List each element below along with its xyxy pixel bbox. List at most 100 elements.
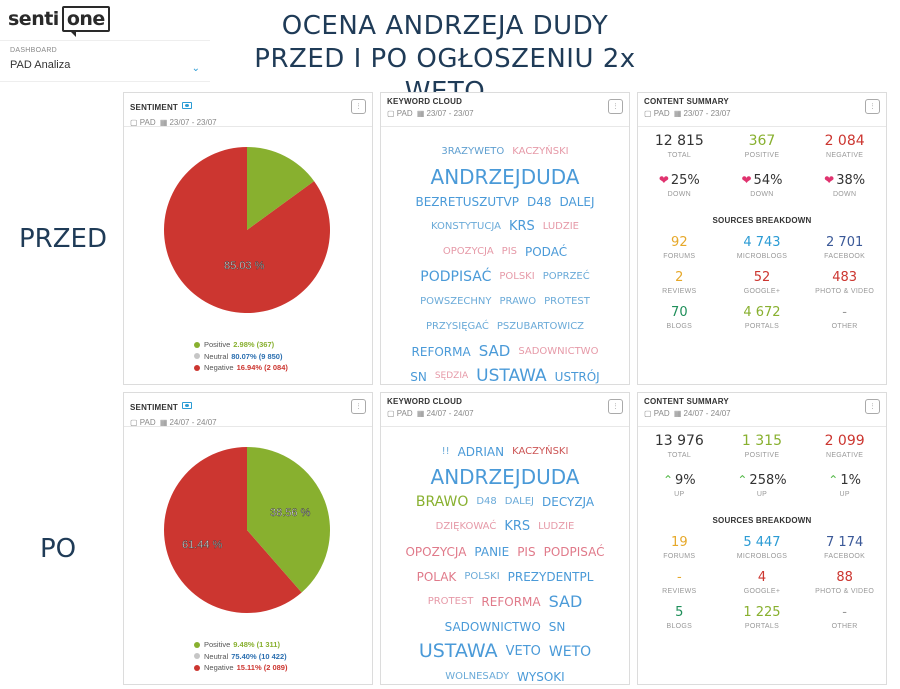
keyword[interactable]: SN	[410, 369, 427, 384]
dashboard-select[interactable]: DASHBOARD PAD Analiza ⌄	[0, 40, 210, 82]
keyword[interactable]: KONSTYTUCJA	[431, 220, 501, 232]
keyword[interactable]: D48	[476, 495, 497, 507]
source-stat[interactable]: - REVIEWS	[638, 570, 720, 595]
keyword[interactable]: BRAWO	[415, 493, 469, 510]
source-stat[interactable]: 1 225 PORTALS	[721, 605, 803, 630]
keyword[interactable]: DECYZJA	[542, 494, 595, 509]
keyword[interactable]: !!	[441, 445, 450, 457]
keyword[interactable]: DALEJ	[504, 495, 535, 507]
keyword[interactable]: KACZYŃSKI	[512, 145, 569, 157]
source-stat[interactable]: - OTHER	[804, 605, 886, 630]
keyword[interactable]: PRAWO	[499, 295, 537, 307]
keyword[interactable]: VETO	[505, 644, 541, 659]
keyword[interactable]: PRZYSIĘGAĆ	[425, 320, 489, 332]
keyword[interactable]: DZIĘKOWAĆ	[435, 520, 497, 532]
keyword[interactable]: D48	[526, 194, 552, 209]
source-stat[interactable]: 5 447 MICROBLOGS	[721, 535, 803, 560]
keyword[interactable]: ANDRZEJDUDA	[430, 464, 580, 489]
keyword[interactable]: REFORMA	[411, 344, 471, 359]
source-stat[interactable]: 19 FORUMS	[638, 535, 720, 560]
sources-breakdown-title: SOURCES BREAKDOWN	[712, 216, 812, 225]
keyword[interactable]: WETO	[548, 643, 592, 660]
keyword[interactable]: SĘDZIA	[434, 371, 469, 381]
keyword[interactable]: PROTEST	[427, 595, 474, 607]
legend-neutral[interactable]: Neutral 75.40% (10 422)	[194, 651, 287, 663]
settings-icon[interactable]: ⫶	[865, 99, 880, 114]
keyword[interactable]: REFORMA	[481, 594, 541, 609]
keyword[interactable]: POWSZECHNY	[420, 295, 492, 307]
keyword[interactable]: OPOZYCJA	[442, 245, 494, 257]
keyword[interactable]: LUDZIE	[538, 520, 575, 532]
keyword[interactable]: KACZYŃSKI	[512, 445, 569, 457]
keyword[interactable]: POLSKI	[464, 570, 500, 582]
chevron-down-icon[interactable]: ⌄	[191, 63, 200, 74]
settings-icon[interactable]: ⫶	[608, 99, 623, 114]
keyword[interactable]: POPRZEĆ	[542, 270, 590, 282]
source-stat[interactable]: 4 672 PORTALS	[721, 305, 803, 330]
keyword[interactable]: DALEJ	[559, 194, 595, 209]
source-stat[interactable]: 70 BLOGS	[638, 305, 720, 330]
legend-positive[interactable]: Positive 9.48% (1 311)	[194, 639, 287, 651]
keyword[interactable]: PIS	[517, 544, 536, 559]
keyword[interactable]: WOLNESADY	[445, 670, 510, 682]
keyword[interactable]: WYSOKI	[517, 669, 565, 684]
legend-positive[interactable]: Positive 2.98% (367)	[194, 339, 288, 351]
source-stat[interactable]: 92 FORUMS	[638, 235, 720, 260]
source-stat[interactable]: 483 PHOTO & VIDEO	[804, 270, 886, 295]
keyword[interactable]: ANDRZEJDUDA	[430, 164, 580, 189]
keyword[interactable]: SADOWNICTWO	[444, 619, 541, 634]
keyword[interactable]: SAD	[548, 591, 583, 611]
settings-icon[interactable]: ⫶	[865, 399, 880, 414]
trend-label: UP	[756, 491, 768, 498]
keyword[interactable]: USTAWA	[476, 366, 547, 386]
source-stat[interactable]: 4 GOOGLE+	[721, 570, 803, 595]
source-stat[interactable]: 5 BLOGS	[638, 605, 720, 630]
settings-icon[interactable]: ⫶	[608, 399, 623, 414]
content-summary-widget-before: CONTENT SUMMARY ▢ PAD ▦ 23/07 - 23/07 ⫶ 1…	[637, 92, 887, 385]
keyword[interactable]: POLAK	[416, 569, 457, 584]
summary-stat: 1 315 POSITIVE	[721, 433, 803, 459]
trend-down-icon: ❤	[824, 173, 835, 187]
keyword[interactable]: PODPISAĆ	[543, 544, 605, 559]
keyword[interactable]: 3RAZYWETO	[441, 145, 505, 157]
source-value: 7 174	[826, 535, 864, 550]
sentione-logo[interactable]: senti one	[8, 6, 110, 37]
source-stat[interactable]: 2 701 FACEBOOK	[804, 235, 886, 260]
legend-negative[interactable]: Negative 15.11% (2 089)	[194, 662, 287, 674]
source-stat[interactable]: 7 174 FACEBOOK	[804, 535, 886, 560]
keyword[interactable]: USTRÓJ	[554, 369, 600, 384]
keyword[interactable]: ADRIAN	[457, 444, 505, 459]
source-stat[interactable]: 4 743 MICROBLOGS	[721, 235, 803, 260]
keyword[interactable]: KRS	[508, 219, 535, 234]
keyword[interactable]: KRS	[504, 519, 531, 534]
keyword[interactable]: OPOZYCJA	[405, 544, 467, 559]
keyword[interactable]: SAD	[478, 342, 511, 360]
keyword[interactable]: PODAĆ	[525, 244, 568, 259]
keyword[interactable]: SN	[548, 619, 566, 634]
calendar-icon: ▦	[673, 109, 682, 118]
keyword[interactable]: PANIE	[474, 544, 510, 559]
source-stat[interactable]: 88 PHOTO & VIDEO	[804, 570, 886, 595]
logo-text-senti: senti	[8, 8, 59, 30]
keyword[interactable]: SADOWNICTWO	[518, 345, 599, 357]
legend-negative[interactable]: Negative 16.94% (2 084)	[194, 362, 288, 374]
camera-icon[interactable]	[182, 402, 193, 410]
keyword[interactable]: PODPISAĆ	[420, 268, 492, 285]
keyword[interactable]: PREZYDENTPL	[507, 569, 594, 584]
sentiment-widget-before: SENTIMENT ▢ PAD ▦ 23/07 - 23/07 ⫶ 85.03 %…	[123, 92, 373, 385]
source-stat[interactable]: - OTHER	[804, 305, 886, 330]
keyword[interactable]: BEZRETUSZUTVP	[415, 194, 519, 209]
widget-dates: 23/07 - 23/07	[426, 109, 474, 118]
source-stat[interactable]: 2 REVIEWS	[638, 270, 720, 295]
keyword[interactable]: LUDZIE	[542, 220, 579, 232]
keyword[interactable]: PIS	[501, 245, 517, 257]
source-stat[interactable]: 52 GOOGLE+	[721, 270, 803, 295]
settings-icon[interactable]: ⫶	[351, 99, 366, 114]
keyword[interactable]: POLSKI	[499, 270, 535, 282]
keyword[interactable]: PROTEST	[544, 295, 590, 307]
keyword[interactable]: USTAWA	[418, 640, 498, 662]
keyword[interactable]: PSZUBARTOWICZ	[496, 320, 585, 332]
camera-icon[interactable]	[182, 102, 193, 110]
settings-icon[interactable]: ⫶	[351, 399, 366, 414]
legend-neutral[interactable]: Neutral 80.07% (9 850)	[194, 351, 288, 363]
